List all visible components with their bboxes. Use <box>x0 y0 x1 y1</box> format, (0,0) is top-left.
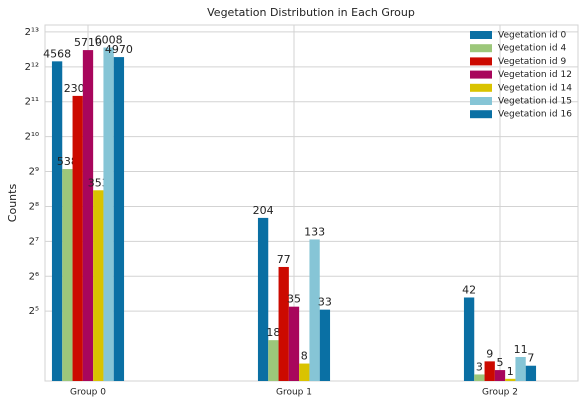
value-label: 1 <box>507 365 514 378</box>
bar <box>525 365 537 381</box>
bar <box>494 370 506 381</box>
y-tick-label: 2⁵ <box>29 306 39 317</box>
legend-swatch <box>470 31 492 39</box>
y-axis-label: Counts <box>6 184 19 223</box>
value-label: 8 <box>301 350 308 363</box>
bar <box>309 239 320 381</box>
value-label: 4568 <box>43 47 71 60</box>
bar <box>257 217 269 381</box>
value-label: 133 <box>304 225 325 238</box>
y-tick-label: 2⁸ <box>29 201 39 212</box>
bar <box>113 57 125 382</box>
y-tick-label: 2¹³ <box>25 27 39 38</box>
bar <box>268 340 279 381</box>
legend-swatch <box>470 70 492 79</box>
value-label: 6008 <box>95 34 123 47</box>
value-label: 18 <box>266 326 280 339</box>
bar <box>82 50 94 381</box>
value-label: 33 <box>318 296 332 309</box>
legend-label: Vegetation id 4 <box>498 44 566 54</box>
legend-label: Vegetation id 9 <box>498 57 566 67</box>
bar <box>62 169 73 381</box>
bar <box>505 378 516 381</box>
x-tick-label: Group 2 <box>482 388 518 398</box>
chart-title: Vegetation Distribution in Each Group <box>207 6 415 19</box>
bar <box>51 61 63 381</box>
legend-swatch <box>470 110 492 119</box>
legend-swatch <box>470 44 492 53</box>
y-tick-label: 2⁷ <box>29 236 39 247</box>
bar <box>474 374 485 381</box>
y-tick-label: 2⁹ <box>29 167 39 178</box>
legend-swatch <box>470 83 492 92</box>
value-label: 35 <box>287 293 301 306</box>
legend-swatch <box>470 97 492 105</box>
y-tick-label: 2¹⁰ <box>25 132 39 143</box>
legend-label: Vegetation id 0 <box>498 31 566 41</box>
bar <box>484 361 495 381</box>
y-tick-label: 2¹¹ <box>25 97 39 108</box>
bar <box>463 297 475 381</box>
value-label: 11 <box>514 343 528 356</box>
value-label: 4970 <box>105 43 133 56</box>
legend-label: Vegetation id 15 <box>498 97 572 107</box>
bar <box>288 306 300 381</box>
legend-label: Vegetation id 12 <box>498 70 572 80</box>
y-tick-label: 2⁶ <box>29 271 39 282</box>
value-label: 42 <box>462 283 476 296</box>
legend-swatch <box>470 57 492 66</box>
x-tick-label: Group 1 <box>276 388 312 398</box>
value-label: 5 <box>497 356 504 369</box>
value-label: 77 <box>277 253 291 266</box>
bar <box>103 47 114 381</box>
bar <box>72 95 83 381</box>
value-label: 9 <box>486 347 493 360</box>
bar <box>93 190 104 381</box>
value-label: 7 <box>527 352 534 365</box>
legend-label: Vegetation id 14 <box>498 83 572 93</box>
value-label: 5710 <box>74 36 102 49</box>
bar <box>319 309 331 381</box>
bar <box>515 357 526 381</box>
bar <box>299 363 310 381</box>
value-label: 204 <box>253 204 274 217</box>
value-label: 3 <box>476 360 483 373</box>
y-tick-label: 2¹² <box>25 62 39 73</box>
x-tick-label: Group 0 <box>70 388 106 398</box>
bar <box>278 266 289 381</box>
legend-label: Vegetation id 16 <box>498 110 572 120</box>
